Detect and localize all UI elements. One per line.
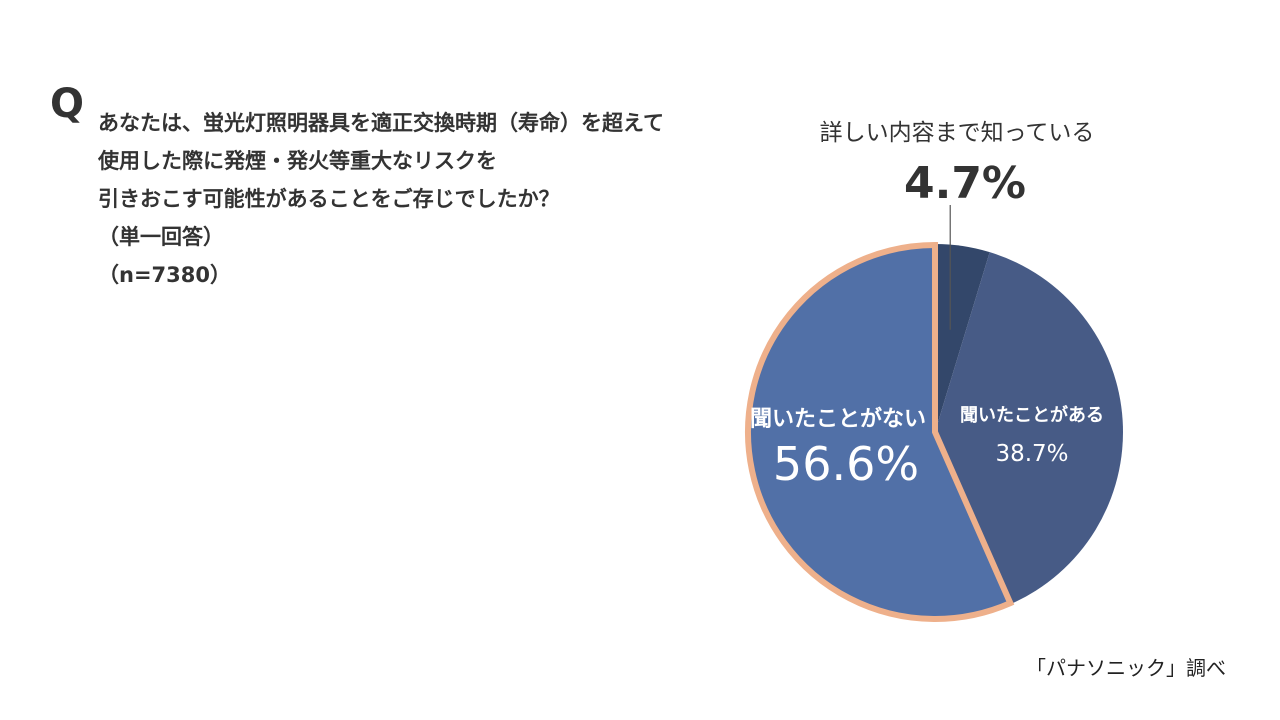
slice-label-2-value: 56.6% xyxy=(773,437,919,491)
sample-size: （n=7380） xyxy=(98,263,231,287)
slice-label-1-value: 38.7% xyxy=(995,441,1068,467)
answer-type: （単一回答） xyxy=(98,225,224,249)
slice-label-2-name: 聞いたことがない xyxy=(750,406,926,432)
pie-slice-2 xyxy=(747,244,1011,620)
source-note: 「パナソニック」調べ xyxy=(1026,656,1226,680)
question-line-1: あなたは、蛍光灯照明器具を適正交換時期（寿命）を超えて xyxy=(98,111,664,135)
pie-slice-0 xyxy=(935,244,990,432)
question-text: あなたは、蛍光灯照明器具を適正交換時期（寿命）を超えて 使用した際に発煙・発火等… xyxy=(98,104,798,294)
pie-slices xyxy=(747,244,1124,620)
question-line-3: 引きおこす可能性があることをご存じでしたか？ xyxy=(98,187,560,211)
question-mark: Q xyxy=(50,81,85,127)
slice-label-1-name: 聞いたことがある xyxy=(960,404,1104,426)
pie-highlight-outline xyxy=(744,241,1015,622)
slice-label-0-name: 詳しい内容まで知っている xyxy=(820,120,1095,146)
pie-slice-2-outline xyxy=(744,241,1015,622)
slice-label-0-value: 4.7% xyxy=(904,158,1026,209)
pie-slice-1 xyxy=(935,252,1124,605)
question-line-2: 使用した際に発煙・発火等重大なリスクを xyxy=(98,149,497,173)
